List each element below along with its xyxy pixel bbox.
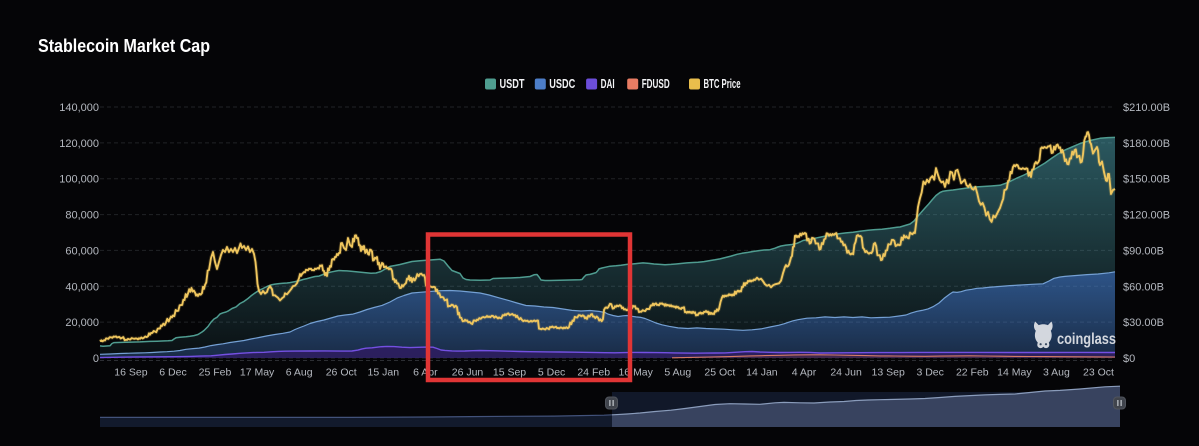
svg-text:60,000: 60,000: [65, 245, 99, 257]
svg-text:$0: $0: [1123, 353, 1135, 365]
svg-text:16 May: 16 May: [618, 367, 653, 379]
svg-text:15 Jan: 15 Jan: [368, 367, 400, 379]
svg-text:coinglass: coinglass: [1057, 331, 1116, 348]
svg-text:40,000: 40,000: [65, 281, 99, 293]
svg-text:3 Aug: 3 Aug: [1043, 367, 1070, 379]
svg-text:USDC: USDC: [549, 76, 575, 91]
svg-text:4 Apr: 4 Apr: [792, 367, 817, 379]
svg-text:14 May: 14 May: [997, 367, 1032, 379]
svg-text:DAI: DAI: [601, 76, 615, 91]
svg-text:Stablecoin Market Cap: Stablecoin Market Cap: [38, 36, 210, 56]
svg-text:16 Sep: 16 Sep: [114, 367, 147, 379]
svg-text:$210.00B: $210.00B: [1123, 102, 1170, 114]
svg-text:100,000: 100,000: [59, 174, 99, 186]
svg-text:120,000: 120,000: [59, 138, 99, 150]
svg-text:$90.00B: $90.00B: [1123, 245, 1164, 257]
svg-text:15 Sep: 15 Sep: [493, 367, 526, 379]
svg-text:$120.00B: $120.00B: [1123, 210, 1170, 222]
svg-text:5 Dec: 5 Dec: [538, 367, 565, 379]
svg-text:80,000: 80,000: [65, 210, 99, 222]
svg-text:14 Jan: 14 Jan: [746, 367, 778, 379]
svg-text:22 Feb: 22 Feb: [956, 367, 989, 379]
svg-text:25 Feb: 25 Feb: [199, 367, 232, 379]
svg-text:26 Oct: 26 Oct: [326, 367, 357, 379]
svg-text:$180.00B: $180.00B: [1123, 138, 1170, 150]
svg-text:0: 0: [93, 353, 99, 365]
svg-text:24 Feb: 24 Feb: [577, 367, 610, 379]
svg-text:20,000: 20,000: [65, 317, 99, 329]
svg-text:3 Dec: 3 Dec: [916, 367, 943, 379]
svg-text:5 Aug: 5 Aug: [664, 367, 691, 379]
svg-text:13 Sep: 13 Sep: [872, 367, 905, 379]
svg-text:140,000: 140,000: [59, 102, 99, 114]
svg-text:$30.00B: $30.00B: [1123, 317, 1164, 329]
svg-text:26 Jun: 26 Jun: [452, 367, 484, 379]
svg-text:FDUSD: FDUSD: [642, 76, 670, 91]
svg-text:BTC Price: BTC Price: [704, 76, 741, 91]
svg-text:17 May: 17 May: [240, 367, 275, 379]
svg-text:23 Oct: 23 Oct: [1083, 367, 1114, 379]
svg-text:$60.00B: $60.00B: [1123, 281, 1164, 293]
svg-text:6 Dec: 6 Dec: [159, 367, 186, 379]
svg-text:USDT: USDT: [500, 76, 525, 91]
svg-text:$150.00B: $150.00B: [1123, 174, 1170, 186]
svg-text:6 Aug: 6 Aug: [286, 367, 313, 379]
svg-text:24 Jun: 24 Jun: [830, 367, 862, 379]
svg-text:6 Apr: 6 Apr: [413, 367, 438, 379]
svg-text:25 Oct: 25 Oct: [704, 367, 735, 379]
